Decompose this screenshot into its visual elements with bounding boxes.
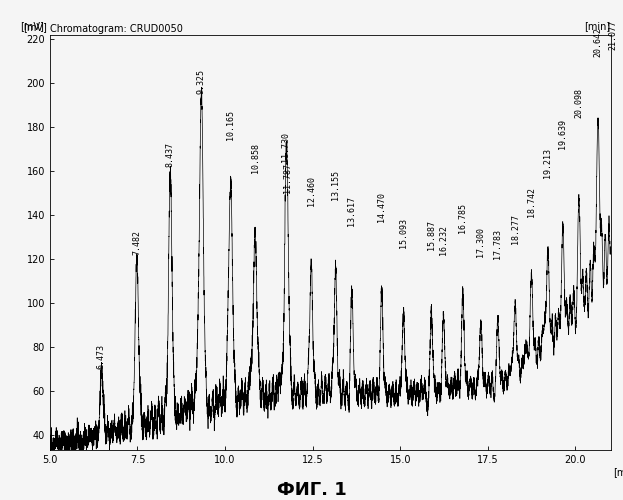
Text: 18.742: 18.742 — [527, 187, 536, 217]
Text: 7.482: 7.482 — [132, 230, 141, 254]
Text: 20.642: 20.642 — [594, 27, 602, 57]
Text: 15.093: 15.093 — [399, 218, 408, 248]
Text: 17.300: 17.300 — [477, 227, 485, 257]
Text: 6.473: 6.473 — [97, 344, 106, 369]
Text: 15.887: 15.887 — [427, 220, 436, 250]
Text: 17.783: 17.783 — [493, 229, 502, 259]
Text: 8.437: 8.437 — [166, 142, 175, 167]
Text: 13.617: 13.617 — [347, 196, 356, 226]
Text: 12.460: 12.460 — [307, 176, 316, 206]
Text: 18.277: 18.277 — [511, 214, 520, 244]
Text: Chromatogram: CRUD0050: Chromatogram: CRUD0050 — [50, 24, 183, 34]
Text: 13.155: 13.155 — [331, 170, 340, 200]
Text: 20.098: 20.098 — [574, 88, 583, 118]
Text: 19.639: 19.639 — [558, 119, 568, 149]
Text: [min]: [min] — [613, 466, 623, 476]
Text: 16.785: 16.785 — [459, 202, 467, 232]
Text: 16.232: 16.232 — [439, 224, 448, 254]
Text: 21.077: 21.077 — [609, 20, 618, 50]
Text: 9.325: 9.325 — [197, 70, 206, 94]
Text: 11.787: 11.787 — [283, 163, 292, 193]
Text: 11.730: 11.730 — [281, 132, 290, 162]
Text: 10.858: 10.858 — [250, 144, 260, 174]
Text: [mV]: [mV] — [21, 21, 44, 31]
Text: 10.165: 10.165 — [226, 110, 235, 140]
Text: [mV]: [mV] — [23, 22, 47, 32]
Text: 19.213: 19.213 — [543, 148, 553, 178]
Text: ФИГ. 1: ФИГ. 1 — [277, 481, 346, 499]
Text: [min]: [min] — [584, 21, 611, 31]
Text: 14.470: 14.470 — [377, 192, 386, 222]
